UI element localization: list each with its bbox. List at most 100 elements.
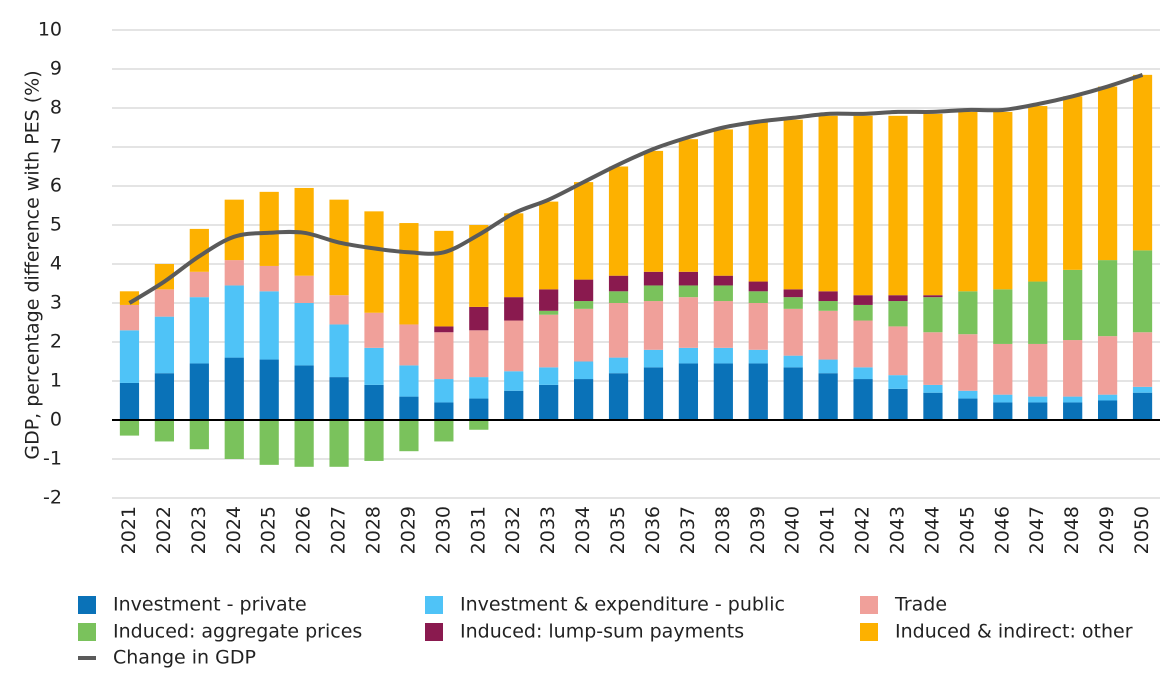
bar-segment (713, 285, 733, 302)
bar-segment (329, 324, 349, 378)
bar-segment (1028, 402, 1048, 420)
bar-segment (154, 373, 175, 420)
bar-segment (1132, 332, 1153, 387)
bar-segment (119, 304, 140, 331)
bar-segment (853, 379, 873, 420)
bar-segment (608, 373, 629, 420)
bar-segment (678, 347, 699, 364)
bar-segment (783, 355, 803, 368)
bar-segment (539, 289, 559, 311)
bar-segment (294, 275, 314, 303)
bar-segment (748, 303, 768, 350)
legend-label: Induced: aggregate prices (113, 621, 362, 643)
bar-segment (224, 285, 244, 358)
bar-segment (573, 301, 594, 309)
bar-segment (364, 384, 384, 420)
bar-segment (573, 279, 594, 302)
bar-segment (434, 326, 454, 333)
bar-segment (888, 115, 908, 296)
bar-segment (748, 281, 768, 292)
bar-segment (1028, 281, 1048, 344)
legend-label: Change in GDP (113, 647, 256, 669)
x-tick-label: 2024 (223, 506, 245, 554)
x-tick-label: 2034 (572, 506, 594, 554)
bar-segment (958, 111, 978, 292)
bar-segment (399, 420, 419, 452)
x-tick-label: 2042 (852, 506, 874, 554)
bar-segment (993, 394, 1013, 403)
bar-segment (818, 301, 838, 311)
bar-segment (189, 420, 209, 450)
bar-segment (678, 363, 699, 420)
x-tick-label: 2035 (607, 506, 629, 554)
bar-segment (993, 343, 1013, 395)
gdp-line (128, 72, 1144, 305)
bar-segment (853, 115, 873, 296)
bar-segment (678, 297, 699, 348)
bar-segment (224, 420, 244, 459)
bar-segment (783, 367, 803, 420)
legend-swatch (425, 596, 443, 614)
bar-segment (748, 363, 768, 420)
bar-segment (643, 271, 664, 286)
bar-segment (1028, 343, 1048, 397)
bar-segment (189, 297, 209, 364)
bar-segment (329, 420, 349, 467)
bar-segment (154, 289, 175, 317)
x-tick-label: 2025 (258, 506, 280, 554)
bar-segment (818, 291, 838, 302)
x-tick-label: 2043 (887, 506, 909, 554)
bar-segment (154, 420, 175, 442)
bar-segment (1097, 86, 1118, 261)
bar-segment (608, 291, 629, 303)
bar-segment (504, 390, 524, 420)
bar-segment (259, 291, 279, 360)
bar-segment (853, 320, 873, 368)
bar-segment (923, 392, 943, 420)
bar-segment (364, 312, 384, 348)
x-tick-label: 2022 (153, 506, 175, 554)
bar-segment (888, 326, 908, 376)
y-axis-label: GDP, percentage difference with PES (%) (22, 70, 44, 459)
bar-segment (259, 359, 279, 420)
bar-segment (399, 365, 419, 397)
bar-segment (539, 384, 559, 420)
x-tick-label: 2047 (1026, 506, 1048, 554)
bar-segment (818, 310, 838, 360)
bar-segment (1063, 96, 1083, 270)
legend-label: Investment - private (113, 594, 307, 616)
bar-segment (224, 260, 244, 286)
bar-segment (713, 301, 733, 348)
bar-segment (539, 201, 559, 290)
bar-segment (469, 377, 489, 399)
bar-segment (818, 115, 838, 292)
bar-segment (259, 420, 279, 465)
bar-segment (853, 295, 873, 305)
bar-segment (434, 379, 454, 403)
bar-segment (259, 265, 279, 292)
y-tick-label: 7 (50, 136, 62, 158)
y-tick-label: 4 (50, 253, 62, 275)
bar-segment (1028, 106, 1048, 282)
bar-segment (678, 271, 699, 286)
bar-segment (399, 324, 419, 366)
bar-segment (329, 377, 349, 420)
x-tick-label: 2040 (782, 506, 804, 554)
x-tick-label: 2023 (188, 506, 210, 554)
bar-segment (119, 420, 140, 436)
y-tick-label: 1 (50, 370, 62, 392)
bar-segment (1063, 269, 1083, 341)
bar-segment (469, 420, 489, 430)
bar-segment (434, 230, 454, 327)
x-tick-label: 2032 (502, 506, 524, 554)
bar-segment (1063, 402, 1083, 420)
bar-segment (643, 349, 664, 368)
bar-segment (713, 363, 733, 420)
y-tick-label: -1 (43, 448, 62, 470)
bar-segment (678, 139, 699, 272)
legend-swatch (860, 596, 878, 614)
bar-segment (1132, 250, 1153, 333)
bar-segment (923, 295, 943, 298)
x-tick-label: 2050 (1131, 506, 1153, 554)
